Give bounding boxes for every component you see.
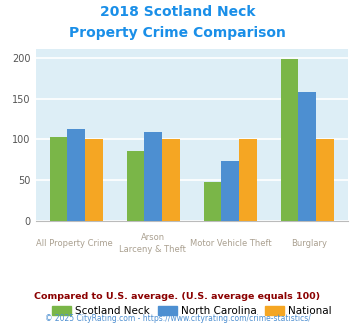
Bar [316, 139, 334, 221]
Bar [162, 139, 180, 221]
Text: Burglary: Burglary [291, 239, 327, 248]
Text: Motor Vehicle Theft: Motor Vehicle Theft [190, 239, 272, 248]
Text: © 2025 CityRating.com - https://www.cityrating.com/crime-statistics/: © 2025 CityRating.com - https://www.city… [45, 314, 310, 323]
Bar [50, 137, 67, 221]
Text: Arson: Arson [141, 233, 165, 242]
Bar [280, 59, 298, 221]
Legend: Scotland Neck, North Carolina, National: Scotland Neck, North Carolina, National [48, 302, 335, 320]
Text: Compared to U.S. average. (U.S. average equals 100): Compared to U.S. average. (U.S. average … [34, 292, 321, 301]
Bar [127, 151, 144, 221]
Bar [221, 161, 239, 221]
Text: All Property Crime: All Property Crime [36, 239, 113, 248]
Bar [298, 92, 316, 221]
Text: Property Crime Comparison: Property Crime Comparison [69, 26, 286, 40]
Text: 2018 Scotland Neck: 2018 Scotland Neck [100, 5, 255, 19]
Bar [67, 129, 85, 221]
Text: Larceny & Theft: Larceny & Theft [119, 245, 186, 254]
Bar [85, 139, 103, 221]
Bar [239, 139, 257, 221]
Bar [144, 132, 162, 221]
Bar [204, 182, 221, 221]
